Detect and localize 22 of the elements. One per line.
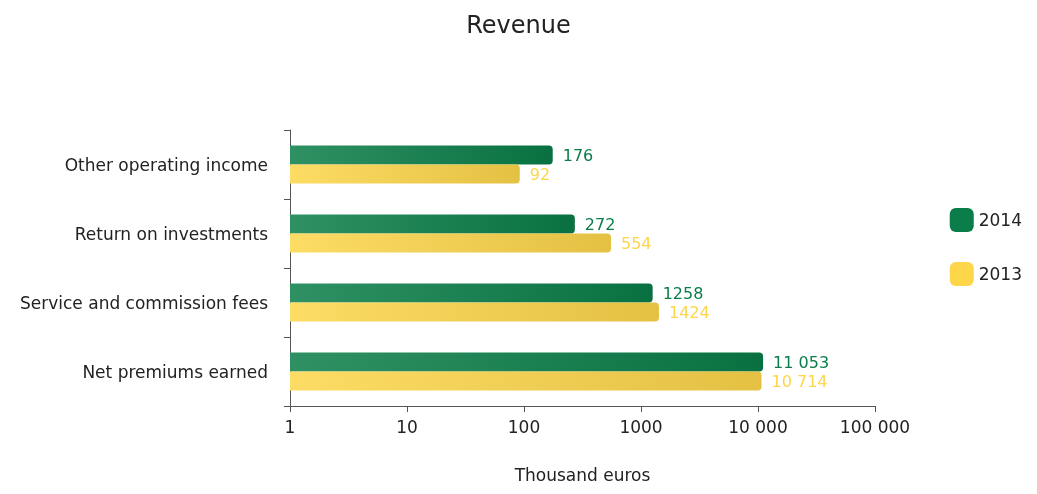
data-label: 1424: [668, 302, 710, 322]
x-tick-label: 10 000: [728, 416, 788, 437]
y-tick-label: Return on investments: [74, 223, 269, 244]
data-label: 272: [584, 214, 616, 234]
legend-label: 2013: [978, 264, 1022, 284]
x-axis-title: Thousand euros: [513, 464, 651, 485]
x-tick-label: 10: [396, 416, 418, 437]
data-label: 11 053: [773, 352, 830, 372]
y-tick-label: Net premiums earned: [82, 361, 268, 382]
x-tick-label: 100 000: [839, 416, 911, 437]
x-tick-label: 1: [284, 416, 296, 437]
x-tick-label: 100: [507, 416, 541, 437]
legend-label: 2014: [978, 210, 1022, 230]
chart-title: Revenue: [466, 11, 571, 39]
y-tick-label: Service and commission fees: [20, 292, 269, 313]
data-label: 92: [529, 164, 551, 184]
data-label: 1258: [662, 283, 704, 303]
data-label: 10 714: [771, 371, 828, 391]
data-label: 176: [562, 145, 594, 165]
x-tick-label: 1000: [619, 416, 663, 437]
y-tick-label: Other operating income: [64, 154, 268, 175]
data-label: 554: [620, 233, 652, 253]
